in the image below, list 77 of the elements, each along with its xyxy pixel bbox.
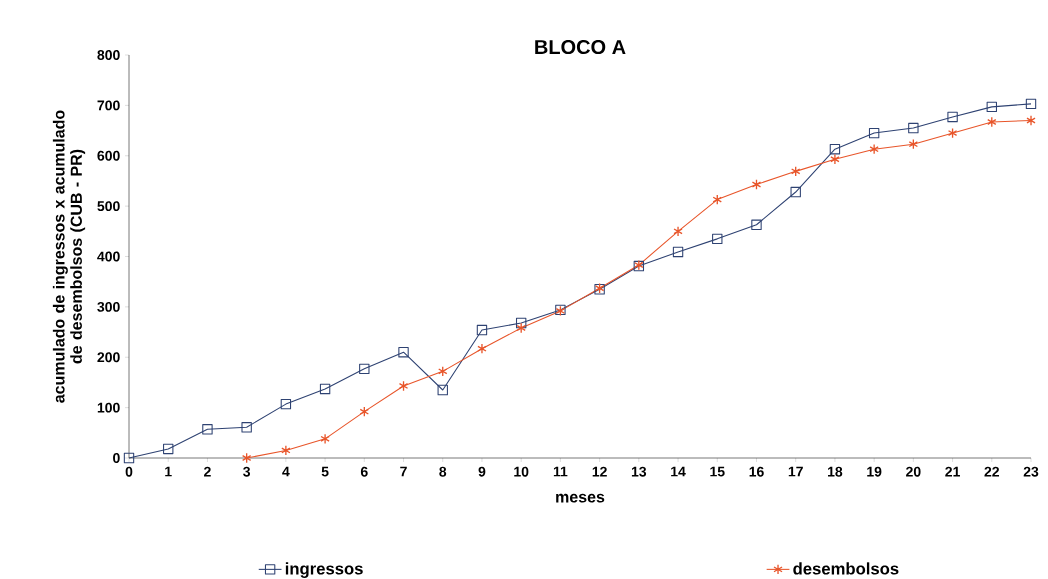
x-tick-label: 12 [592,466,607,477]
x-tick-label: 13 [631,466,647,477]
y-axis-title: acumulado de ingressos x acumulado de desembolsos (CUB - PR) [52,110,86,403]
point [476,324,488,336]
point [477,343,487,355]
point [908,138,919,150]
point [672,246,684,258]
y-tick-label: 300 [97,301,120,312]
point [908,122,919,134]
x-tick-label: 11 [553,466,568,477]
x-tick-label: 6 [360,466,368,477]
point [359,363,370,375]
point [829,144,841,155]
point [830,153,840,165]
x-tick-label: 14 [671,466,686,477]
point [359,406,370,417]
x-tick-label: 9 [478,466,486,477]
y-tick-label: 100 [97,402,120,413]
point [398,380,409,392]
point [241,422,252,433]
point [202,424,213,435]
x-tick-label: 2 [204,466,211,477]
point [241,452,252,464]
y-tick-label: 600 [97,150,120,161]
legend-label: desembolsos [793,562,899,575]
point [790,166,801,177]
point [280,398,292,410]
x-tick-label: 17 [788,466,803,477]
point [437,384,448,396]
x-tick-label: 7 [400,466,407,477]
x-tick-label: 10 [514,466,529,477]
point [712,194,722,205]
point [673,225,683,237]
point [123,452,135,464]
x-tick-label: 0 [125,466,133,477]
y-tick-label: 500 [97,201,120,212]
x-tick-label: 23 [1023,466,1039,477]
point [281,445,291,456]
point [438,366,448,377]
point [1026,115,1036,126]
point [987,116,997,128]
y-tick-label: 700 [97,100,120,111]
x-tick-label: 18 [828,466,843,477]
point [947,127,958,139]
point [712,233,723,245]
x-tick-label: 16 [749,466,764,477]
point [163,443,174,455]
point [751,219,762,230]
point [516,322,526,334]
legend-label: ingressos [285,562,363,578]
point [319,383,331,395]
point [986,101,997,113]
x-tick-label: 15 [710,466,725,477]
x-tick-label: 20 [906,466,921,477]
point [398,347,409,358]
point [515,317,527,329]
y-tick-label: 800 [97,50,120,60]
x-tick-label: 5 [321,466,329,477]
x-tick-label: 19 [867,466,882,477]
point [1025,98,1037,110]
point [320,433,330,445]
x-tick-label: 3 [243,466,251,477]
point [947,111,958,123]
x-tick-label: 1 [165,466,172,477]
point [869,143,879,155]
y-tick-label: 0 [113,453,120,463]
x-tick-label: 22 [984,466,1000,477]
point [751,179,762,190]
x-tick-label: 21 [945,466,960,477]
x-tick-label: 4 [282,466,290,477]
y-tick-label: 200 [97,352,120,363]
point [790,186,801,198]
x-tick-label: 8 [439,466,447,477]
y-tick-label: 400 [97,251,120,262]
chart-title: BLOCO A [535,39,626,55]
x-axis-title: meses [556,493,605,503]
point [868,127,880,139]
